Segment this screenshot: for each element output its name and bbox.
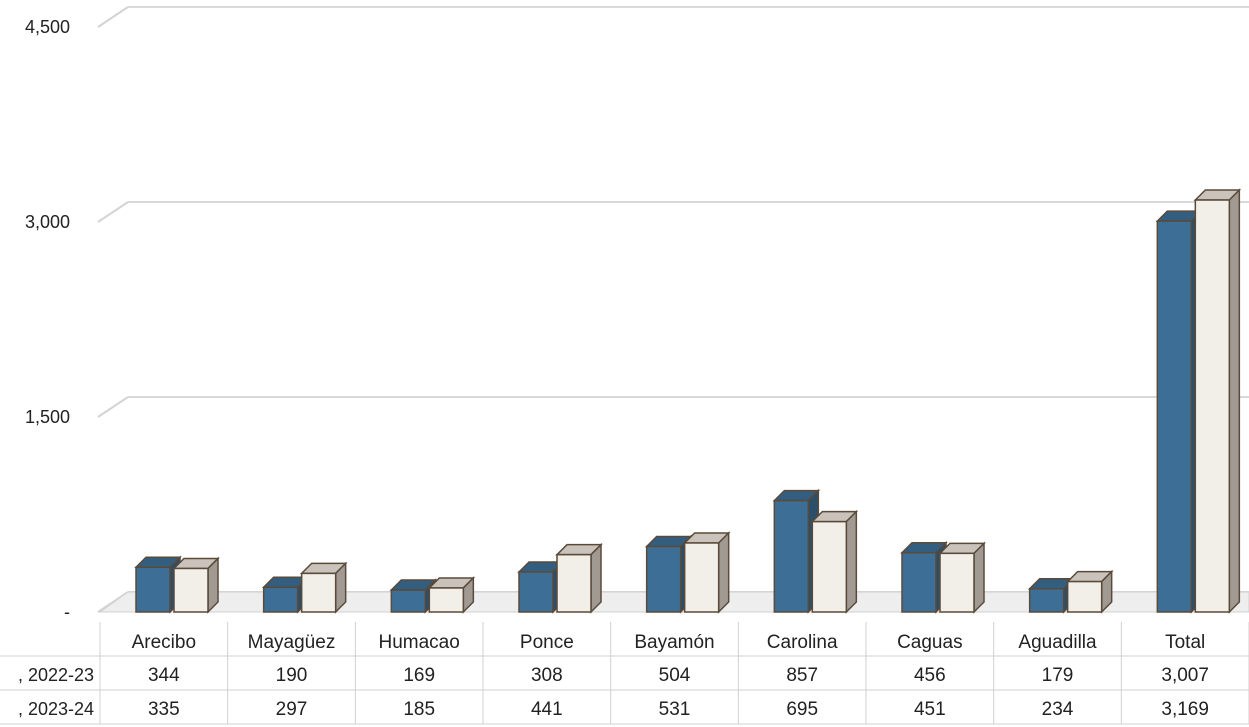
y-tick-label: -	[64, 602, 70, 622]
data-label: 185	[403, 699, 435, 720]
bar-side	[845, 509, 858, 614]
data-label: 3,169	[1161, 699, 1209, 720]
bar	[1193, 188, 1242, 614]
data-label: 169	[403, 665, 435, 686]
bar	[299, 561, 348, 614]
bar-front	[645, 545, 682, 613]
data-label: 308	[531, 665, 563, 686]
y-tick-label: 3,000	[25, 212, 70, 232]
bar	[1155, 209, 1204, 614]
category-label: Total	[1165, 632, 1205, 653]
bar-front	[518, 571, 554, 613]
bar-front	[901, 551, 937, 613]
bar-front	[300, 572, 337, 613]
data-label: 344	[148, 665, 180, 686]
data-label: 179	[1042, 665, 1074, 686]
category-label: Humacao	[379, 632, 460, 653]
data-label: 190	[276, 665, 308, 686]
category-label: Caguas	[897, 632, 963, 653]
bar-side	[973, 541, 985, 614]
bar-front	[811, 520, 848, 613]
bar-front	[173, 567, 209, 613]
bar-side	[590, 542, 602, 614]
bar	[555, 542, 603, 614]
category-label: Aguadilla	[1018, 632, 1097, 653]
data-label: 297	[276, 699, 308, 720]
bar	[427, 576, 476, 614]
bar-front	[1156, 220, 1193, 613]
bar-side	[1228, 188, 1241, 614]
bar	[810, 509, 859, 614]
category-label: Bayamón	[634, 632, 714, 653]
category-label: Carolina	[767, 632, 838, 653]
category-label: Arecibo	[132, 632, 196, 653]
bar-front	[135, 566, 171, 613]
series-label: , 2023-24	[18, 699, 94, 719]
bar-front	[262, 586, 299, 613]
y-tick-label: 4,500	[25, 17, 70, 37]
data-label: 335	[148, 699, 180, 720]
gridline-depth	[97, 6, 129, 28]
data-label: 695	[786, 699, 818, 720]
bar-front	[390, 589, 427, 613]
data-label: 3,007	[1161, 665, 1209, 686]
bars	[134, 188, 1242, 614]
data-label: 451	[914, 699, 946, 720]
bar-side	[207, 556, 219, 614]
gridline-depth	[97, 396, 129, 418]
gridline-depth	[97, 201, 129, 223]
bar-front	[428, 587, 465, 613]
data-label: 857	[786, 665, 818, 686]
bar	[682, 531, 731, 614]
bar-front	[1194, 199, 1231, 613]
data-label: 234	[1042, 699, 1074, 720]
category-label: Mayagüez	[248, 632, 336, 653]
data-table: Arecibo Mayagüez Humacao Ponce Bayamón Caroli…	[0, 622, 1249, 725]
series-label: , 2022-23	[18, 665, 94, 685]
bar	[172, 556, 220, 614]
category-label: Ponce	[520, 632, 574, 653]
y-tick-label: 1,500	[25, 407, 70, 427]
data-label: 441	[531, 699, 563, 720]
data-label: 504	[659, 665, 691, 686]
y-axis: - 1,500 3,000 4,500	[25, 17, 70, 622]
bar-front	[939, 552, 975, 613]
bar	[1065, 569, 1114, 614]
bar-front	[556, 553, 592, 613]
gridlines	[97, 6, 1249, 613]
bar-front	[1066, 580, 1103, 613]
bar-front	[1028, 587, 1065, 613]
bar	[938, 541, 986, 614]
data-label: 531	[659, 699, 691, 720]
bar-front	[773, 499, 810, 613]
data-label: 456	[914, 665, 946, 686]
bar-side	[717, 531, 730, 614]
bar-front	[683, 542, 720, 613]
